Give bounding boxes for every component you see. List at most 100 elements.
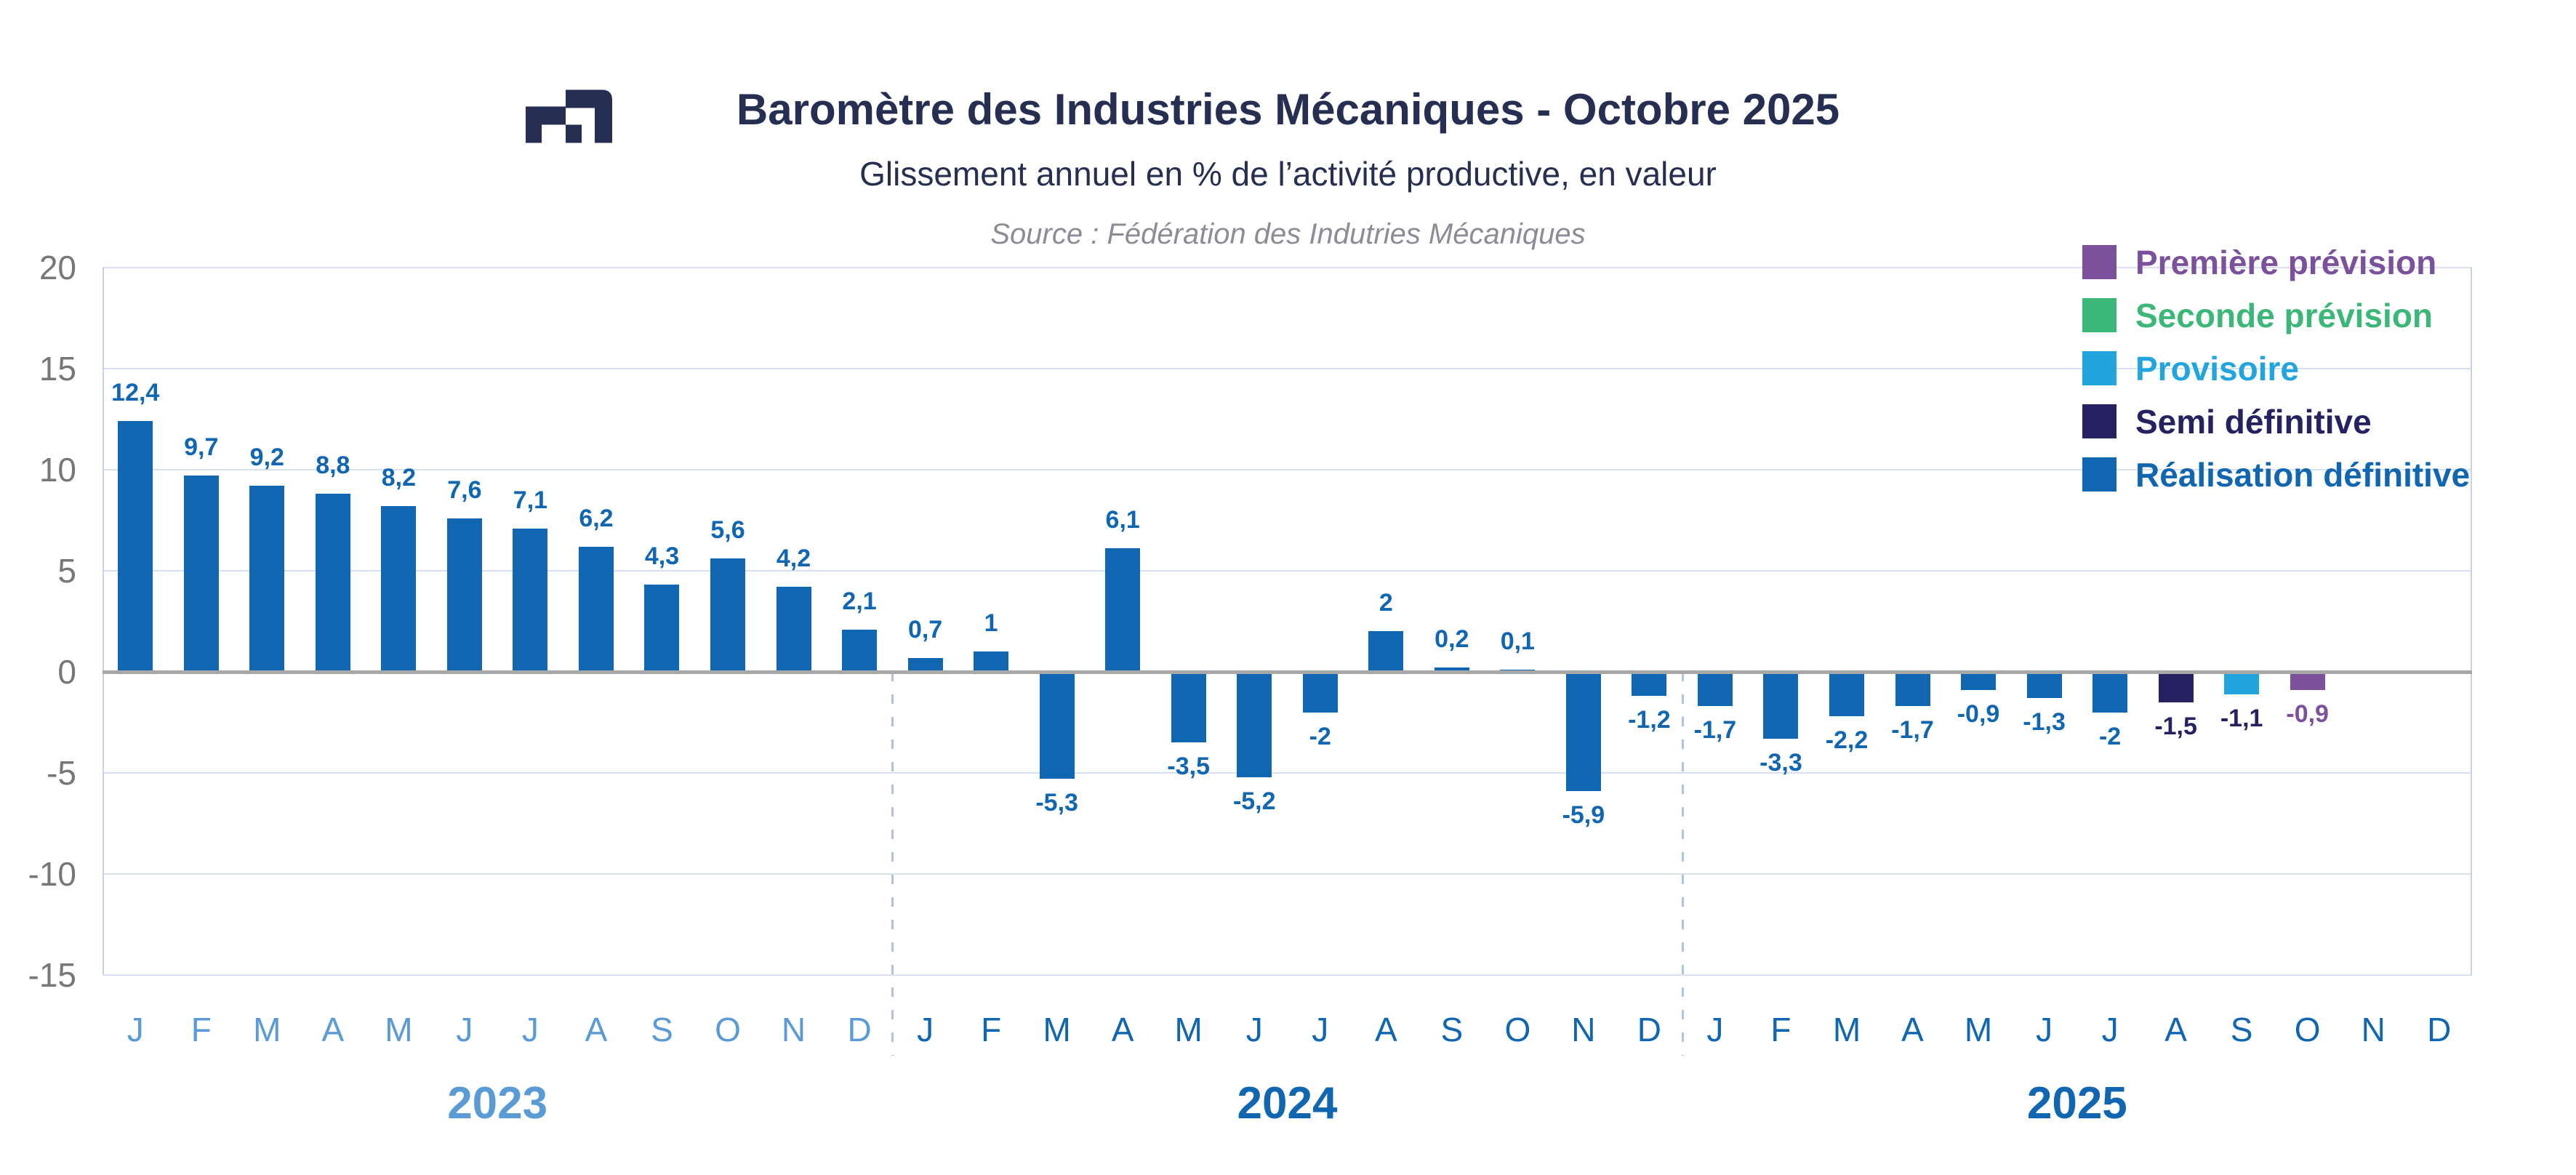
- year-label-2024: 2024: [1237, 1078, 1338, 1128]
- bar-2025-S-8: [2224, 672, 2260, 694]
- month-label-2023-5: J: [456, 1011, 473, 1048]
- y-axis-tick: -5: [47, 754, 76, 792]
- legend-item: Provisoire: [2082, 342, 2470, 395]
- year-separator: [1681, 672, 1684, 1056]
- month-label-2024-22: N: [1571, 1011, 1596, 1048]
- value-label-2024-11: -1,2: [1628, 706, 1671, 734]
- value-label-2024-3: 6,1: [1105, 506, 1140, 534]
- value-label-2025-2: -2,2: [1825, 726, 1869, 755]
- value-label-2025-0: -1,7: [1693, 716, 1737, 745]
- value-label-2023-5: 7,6: [447, 476, 482, 504]
- value-label-2025-4: -0,9: [1957, 700, 2000, 729]
- bar-2023-M-4: [381, 506, 417, 672]
- value-label-2024-6: -2: [1309, 722, 1331, 750]
- legend-label: Semi définitive: [2135, 402, 2372, 441]
- gridline--5: [103, 772, 2472, 774]
- legend-item: Semi définitive: [2082, 395, 2470, 448]
- month-label-2025-31: A: [2164, 1011, 2187, 1048]
- month-label-2025-27: A: [1901, 1011, 1924, 1048]
- plot-right-border: [2471, 268, 2472, 975]
- source-caption: Source : Fédération des Indutries Mécani…: [990, 218, 1586, 250]
- value-label-2025-7: -1,5: [2154, 712, 2197, 740]
- bar-2024-F-1: [974, 651, 1009, 672]
- value-label-2023-3: 8,8: [316, 452, 350, 480]
- bar-2023-A-7: [578, 546, 614, 672]
- value-label-2024-8: 0,2: [1435, 625, 1469, 654]
- month-label-2025-25: F: [1770, 1011, 1791, 1048]
- month-label-2024-23: D: [1637, 1011, 1661, 1048]
- legend-swatch-seconde-prevision: [2082, 298, 2116, 332]
- y-axis-tick: 10: [39, 451, 76, 489]
- value-label-2025-6: -2: [2098, 722, 2122, 750]
- gridline--15: [103, 974, 2472, 976]
- legend: Première prévision Seconde prévision Pro…: [2082, 236, 2470, 501]
- y-axis-tick: 15: [39, 350, 76, 388]
- legend-swatch-provisoire: [2082, 351, 2116, 385]
- month-label-2023-3: A: [321, 1011, 345, 1048]
- month-label-2024-18: J: [1312, 1011, 1329, 1048]
- legend-label: Première prévision: [2135, 243, 2437, 281]
- y-axis-tick: 20: [39, 249, 76, 286]
- bar-2024-S-8: [1434, 667, 1469, 672]
- year-label-2025: 2025: [2026, 1078, 2127, 1128]
- month-label-2023-2: M: [253, 1011, 281, 1048]
- gridline--10: [103, 873, 2472, 875]
- month-label-2023-11: D: [847, 1011, 872, 1048]
- bar-2025-A-7: [2158, 672, 2194, 702]
- value-label-2023-10: 4,2: [776, 545, 811, 573]
- bar-2024-M-2: [1039, 672, 1075, 779]
- value-label-2023-0: 12,4: [111, 379, 160, 407]
- bar-2023-A-3: [315, 494, 350, 672]
- bar-2023-O-9: [710, 558, 745, 672]
- month-label-2024-20: S: [1440, 1011, 1464, 1048]
- month-label-2024-12: J: [917, 1011, 934, 1048]
- month-label-2025-26: M: [1832, 1011, 1861, 1048]
- value-label-2024-1: 1: [984, 609, 998, 638]
- legend-item: Première prévision: [2082, 236, 2470, 289]
- legend-item: Seconde prévision: [2082, 289, 2470, 342]
- month-label-2023-6: J: [521, 1011, 539, 1048]
- value-label-2023-9: 5,6: [710, 516, 745, 545]
- value-label-2024-5: -5,2: [1232, 787, 1276, 815]
- value-label-2023-8: 4,3: [644, 542, 680, 571]
- legend-swatch-realisation-definitive: [2082, 457, 2116, 492]
- month-label-2024-17: J: [1245, 1011, 1263, 1048]
- legend-label: Seconde prévision: [2135, 296, 2433, 334]
- bar-2024-D-11: [1632, 672, 1667, 697]
- value-label-2024-0: 0,7: [907, 615, 943, 643]
- bar-2025-F-1: [1763, 672, 1799, 739]
- bar-2023-F-1: [183, 476, 219, 672]
- value-label-2023-1: 9,7: [184, 433, 219, 462]
- legend-swatch-premiere-prevision: [2082, 245, 2116, 279]
- value-label-2024-10: -5,9: [1562, 801, 1605, 830]
- month-label-2024-16: M: [1174, 1011, 1203, 1048]
- y-axis-tick: 0: [57, 653, 76, 691]
- month-label-2023-8: S: [651, 1011, 673, 1048]
- bar-2023-M-2: [249, 486, 285, 672]
- value-label-2023-6: 7,1: [513, 486, 548, 514]
- month-label-2024-13: F: [981, 1011, 1002, 1048]
- month-label-2024-21: O: [1504, 1011, 1531, 1048]
- bar-2023-J-5: [446, 518, 482, 672]
- bar-2024-J-0: [907, 657, 943, 672]
- bar-2023-D-11: [842, 629, 878, 672]
- value-label-2023-7: 6,2: [579, 504, 614, 532]
- month-label-2023-0: J: [127, 1011, 144, 1048]
- bar-2025-J-6: [2093, 672, 2128, 713]
- month-label-2024-19: A: [1374, 1011, 1397, 1048]
- gridline-15: [103, 368, 2472, 369]
- value-label-2025-3: -1,7: [1891, 716, 1934, 745]
- bar-2025-O-9: [2290, 672, 2325, 691]
- month-label-2023-1: F: [190, 1011, 212, 1048]
- value-label-2023-2: 9,2: [249, 444, 284, 472]
- zero-axis-line: [103, 670, 2472, 674]
- month-label-2025-28: M: [1964, 1011, 1993, 1048]
- bar-2024-J-5: [1237, 672, 1272, 777]
- y-axis-tick: -15: [28, 956, 76, 994]
- bar-2023-N-10: [776, 587, 811, 672]
- bar-2023-J-6: [513, 528, 548, 672]
- month-label-2025-34: N: [2361, 1011, 2386, 1048]
- value-label-2025-8: -1,1: [2220, 704, 2263, 732]
- month-label-2023-7: A: [585, 1011, 608, 1048]
